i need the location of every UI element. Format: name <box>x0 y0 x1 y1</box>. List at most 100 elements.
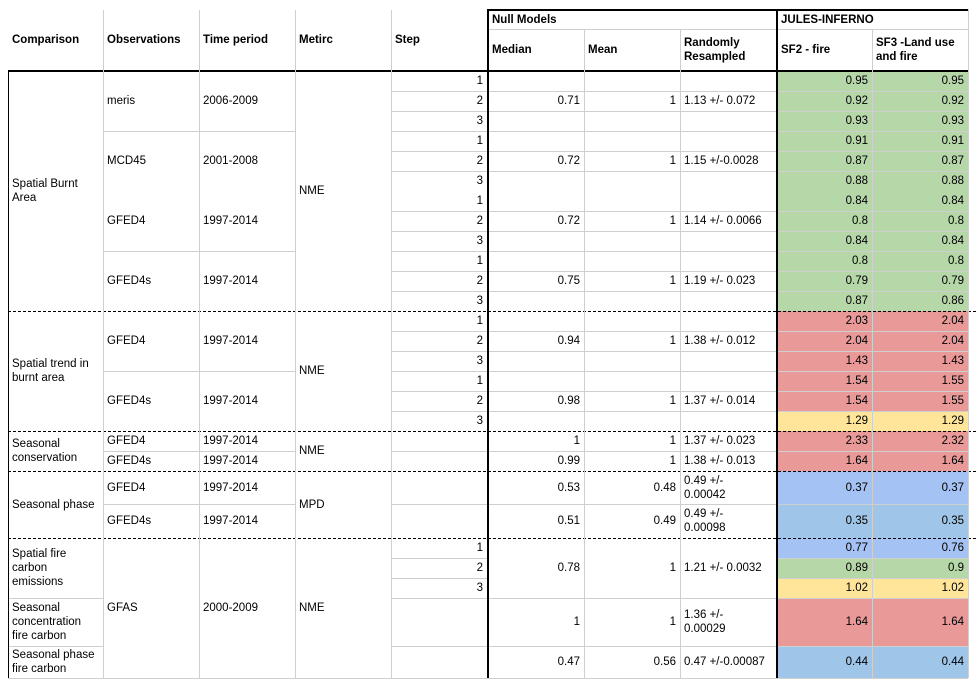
grid-line <box>391 504 776 505</box>
step-cell: 1 <box>476 375 483 387</box>
median-cell: 0.71 <box>557 95 580 107</box>
sf3-value-cell: 0.8 <box>872 251 968 271</box>
step-cell: 1 <box>476 255 483 267</box>
sf2-value-cell: 0.35 <box>777 504 872 538</box>
grid-line <box>8 538 976 539</box>
time-period-cell: 2000-2009 <box>203 602 258 614</box>
sf2-value-cell: 1.02 <box>777 578 872 598</box>
resampled-cell: 1.15 +/-0.0028 <box>684 155 759 167</box>
step-cell: 1 <box>476 75 483 87</box>
time-period-cell: 1997-2014 <box>203 275 258 287</box>
mean-cell: 1 <box>669 562 676 574</box>
mean-cell: 1 <box>669 455 676 467</box>
step-cell: 3 <box>476 175 483 187</box>
mean-cell: 1 <box>669 155 676 167</box>
median-cell: 0.51 <box>557 515 580 527</box>
metric-cell: MPD <box>299 498 325 511</box>
sf3-value-cell: 0.86 <box>872 291 968 311</box>
step-cell <box>391 471 487 504</box>
sf2-value-cell: 0.79 <box>777 271 872 291</box>
sf2-value-cell: 0.44 <box>777 646 872 678</box>
grid-line <box>8 646 103 647</box>
mean-cell: 1 <box>669 275 676 287</box>
sf3-value-cell: 1.55 <box>872 391 968 411</box>
observation-cell: GFED4 <box>107 435 146 447</box>
resampled-cell: 1.38 +/- 0.012 <box>684 335 756 347</box>
step-cell: 2 <box>476 215 483 227</box>
sf2-value-cell: 0.87 <box>777 151 872 171</box>
sf3-value-cell: 0.8 <box>872 211 968 231</box>
sf2-value-cell: 1.43 <box>777 351 872 371</box>
sf3-value-cell: 0.95 <box>872 71 968 91</box>
median-cell: 0.72 <box>557 155 580 167</box>
step-cell: 2 <box>476 335 483 347</box>
grid-line <box>487 9 489 678</box>
observation-cell: GFAS <box>107 602 138 614</box>
header-sf2-fire: SF2 - fire <box>781 44 831 56</box>
grid-line <box>488 29 968 30</box>
step-cell: 3 <box>476 235 483 247</box>
median-cell: 0.99 <box>557 455 580 467</box>
comparison-seasonal-phase: Seasonal phase <box>12 498 95 511</box>
sf2-value-cell: 0.84 <box>777 231 872 251</box>
step-cell: 3 <box>476 582 483 594</box>
time-period-cell: 2001-2008 <box>203 155 258 167</box>
mean-cell: 1 <box>669 95 676 107</box>
sf2-value-cell: 0.88 <box>777 171 872 191</box>
sf3-value-cell: 0.87 <box>872 151 968 171</box>
sf3-value-cell: 0.88 <box>872 171 968 191</box>
grid-line <box>295 10 296 678</box>
resampled-cell: 1.36 +/- 0.00029 <box>684 609 726 635</box>
step-cell: 2 <box>476 155 483 167</box>
grid-line <box>391 10 392 678</box>
comparison-seasonal-concentration: Seasonal concentration fire carbon <box>12 602 82 642</box>
mean-cell: 1 <box>669 215 676 227</box>
step-cell: 1 <box>476 542 483 554</box>
time-period-cell: 1997-2014 <box>203 455 258 467</box>
grid-line <box>8 598 103 599</box>
grid-line <box>488 9 968 11</box>
grid-line <box>103 10 104 678</box>
grid-line <box>872 30 873 678</box>
grid-line <box>8 311 976 312</box>
resampled-cell: 1.38 +/- 0.013 <box>684 455 756 467</box>
time-period-cell: 1997-2014 <box>203 395 258 407</box>
grid-line <box>391 598 776 599</box>
median-cell: 0.98 <box>557 395 580 407</box>
median-cell: 0.94 <box>557 335 580 347</box>
header-median: Median <box>492 44 532 56</box>
resampled-cell: 0.49 +/- 0.00042 <box>684 474 726 501</box>
median-cell: 0.72 <box>557 215 580 227</box>
sf3-value-cell: 1.64 <box>872 598 968 646</box>
grid-line <box>968 9 969 678</box>
sf3-value-cell: 0.79 <box>872 271 968 291</box>
median-cell: 0.78 <box>557 562 580 574</box>
step-cell: 3 <box>476 295 483 307</box>
header-randomly-resampled: Randomly Resampled <box>684 37 746 63</box>
observation-cell: meris <box>107 95 136 107</box>
step-cell <box>391 451 487 471</box>
grid-line <box>8 678 968 679</box>
sf2-value-cell: 0.89 <box>777 558 872 578</box>
sf3-value-cell: 0.84 <box>872 191 968 211</box>
time-period-cell: 1997-2014 <box>203 481 258 494</box>
time-period-cell: 1997-2014 <box>203 515 258 527</box>
observation-cell: GFED4 <box>107 481 146 494</box>
grid-line <box>584 30 585 678</box>
header-mean: Mean <box>588 44 618 56</box>
step-cell: 3 <box>476 355 483 367</box>
grid-line <box>391 391 776 392</box>
step-cell: 1 <box>476 135 483 147</box>
median-cell: 0.47 <box>557 656 580 668</box>
sf3-value-cell: 1.43 <box>872 351 968 371</box>
grid-line <box>391 646 776 647</box>
grid-line <box>391 171 776 172</box>
sf2-value-cell: 1.64 <box>777 451 872 471</box>
median-cell: 0.53 <box>557 481 580 494</box>
mean-cell: 1 <box>669 616 676 628</box>
sf2-value-cell: 2.33 <box>777 431 872 451</box>
grid-line <box>391 578 488 579</box>
sf2-value-cell: 2.04 <box>777 331 872 351</box>
resampled-cell: 1.13 +/- 0.072 <box>684 95 756 107</box>
